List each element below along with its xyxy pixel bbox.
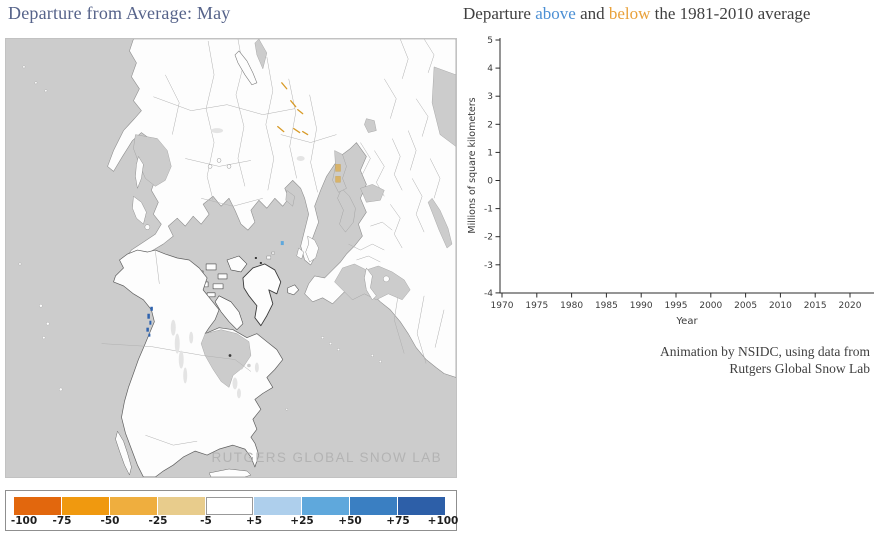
x-tick-label-2015: 2015 [804, 301, 827, 311]
mediterranean-sea [334, 263, 411, 301]
legend-label-+25: +25 [290, 515, 314, 527]
departure-timeseries-chart: 5 4 3 2 1 0 -1 -2 -3 -4 1970 1975 1980 1985 1990 1995 20… [467, 36, 874, 327]
baja-california [115, 430, 132, 476]
persian-gulf [431, 66, 456, 147]
legend-label--5: -5 [200, 515, 212, 527]
inland-seas [133, 39, 456, 301]
legend-label-+5: +5 [245, 515, 263, 527]
chart-title-part-3: below [608, 4, 651, 23]
attribution-line2: Rutgers Global Snow Lab [729, 360, 870, 376]
polar-map-graphic [6, 39, 456, 477]
white-sea [285, 189, 295, 207]
departure-color-legend: -100 -75 -50 -25 -5 +5 +25 +50 +75 +100 [5, 490, 459, 531]
baltic-sea [337, 187, 356, 233]
great-lakes [231, 359, 251, 370]
legend-label-+75: +75 [386, 515, 410, 527]
arctic-island-specks [207, 158, 275, 260]
landmass-north-america [113, 249, 284, 477]
legend-swatch-0 [14, 497, 61, 515]
x-tick-label-2010: 2010 [769, 301, 792, 311]
legend-label--25: -25 [148, 515, 168, 527]
red-sea [427, 197, 453, 249]
country-borders-eurasia [153, 39, 337, 207]
legend-label--50: -50 [100, 515, 120, 527]
x-tick-label-2020: 2020 [839, 301, 862, 311]
y-tick-label--3: -3 [484, 261, 493, 271]
x-tick-label-1980: 1980 [560, 301, 583, 311]
chart-title-part-0: Departure [463, 4, 536, 23]
dark-coast-specks [228, 257, 262, 357]
departure-spots-below-average [277, 82, 309, 136]
greece [383, 275, 390, 283]
departure-patches-below-average [335, 164, 341, 183]
legend-label--100: -100 [10, 515, 38, 527]
chart-title-part-2: and [575, 4, 609, 23]
japan [132, 195, 147, 225]
novaya-zemlya [234, 50, 258, 86]
sakhalin [135, 155, 144, 190]
y-tick-label--2: -2 [484, 233, 493, 243]
italy [364, 267, 377, 301]
legend-swatch-1 [62, 497, 109, 515]
attribution-line1: Animation by NSIDC, using data from [660, 344, 870, 359]
cuba [208, 468, 252, 477]
y-tick-label--4: -4 [484, 289, 493, 299]
x-tick-label-1990: 1990 [630, 301, 653, 311]
x-tick-label-1985: 1985 [595, 301, 618, 311]
map-title: Departure from Average: May [8, 3, 231, 23]
y-tick-label-2: 2 [487, 120, 493, 130]
legend-label-+50: +50 [338, 515, 362, 527]
legend-label-+100: +100 [427, 515, 459, 527]
y-tick-label-5: 5 [487, 36, 493, 46]
y-tick-label-1: 1 [487, 148, 493, 158]
legend-label--75: -75 [52, 515, 72, 527]
iceland [287, 284, 300, 296]
chart-title-part-4: the 1981-2010 average [650, 4, 811, 23]
relief-shading [170, 128, 305, 399]
y-tick-label-4: 4 [487, 64, 493, 74]
legend-swatch-row [14, 497, 445, 515]
chart-title: Departure above and below the 1981-2010 … [463, 4, 810, 24]
legend-swatch-5 [254, 497, 301, 515]
y-tick-label-0: 0 [487, 177, 493, 187]
y-tick-label-3: 3 [487, 92, 493, 102]
x-tick-label-1970: 1970 [491, 301, 514, 311]
aral-sea [364, 118, 377, 133]
departure-spots-above-average [146, 241, 284, 337]
black-sea [360, 184, 385, 203]
greenland [242, 263, 282, 327]
axis-lines [499, 38, 874, 294]
chart-title-part-1: above [535, 4, 576, 23]
y-axis-title: Millions of square kilometers [467, 97, 478, 233]
legend-swatch-7 [350, 497, 397, 515]
x-axis-title: Year [675, 316, 698, 327]
x-tick-label-2005: 2005 [734, 301, 757, 311]
small-islands [18, 65, 382, 411]
legend-swatch-2 [110, 497, 157, 515]
legend-swatch-6 [302, 497, 349, 515]
snow-departure-map: RUTGERS GLOBAL SNOW LAB [5, 38, 457, 478]
rutgers-watermark: RUTGERS GLOBAL SNOW LAB [211, 450, 442, 465]
x-tick-label-1975: 1975 [525, 301, 548, 311]
x-tick-label-1995: 1995 [665, 301, 688, 311]
legend-swatch-8 [398, 497, 445, 515]
british-isles [296, 235, 319, 263]
sea-of-okhotsk [133, 134, 172, 187]
japan-south-island [144, 224, 151, 230]
attribution: Animation by NSIDC, using data from Rutg… [660, 344, 870, 377]
x-tick-label-2000: 2000 [699, 301, 722, 311]
y-tick-label--1: -1 [484, 205, 493, 215]
ob-gulf [254, 39, 268, 70]
legend-swatch-3 [158, 497, 205, 515]
legend-swatch-4 [206, 497, 253, 515]
